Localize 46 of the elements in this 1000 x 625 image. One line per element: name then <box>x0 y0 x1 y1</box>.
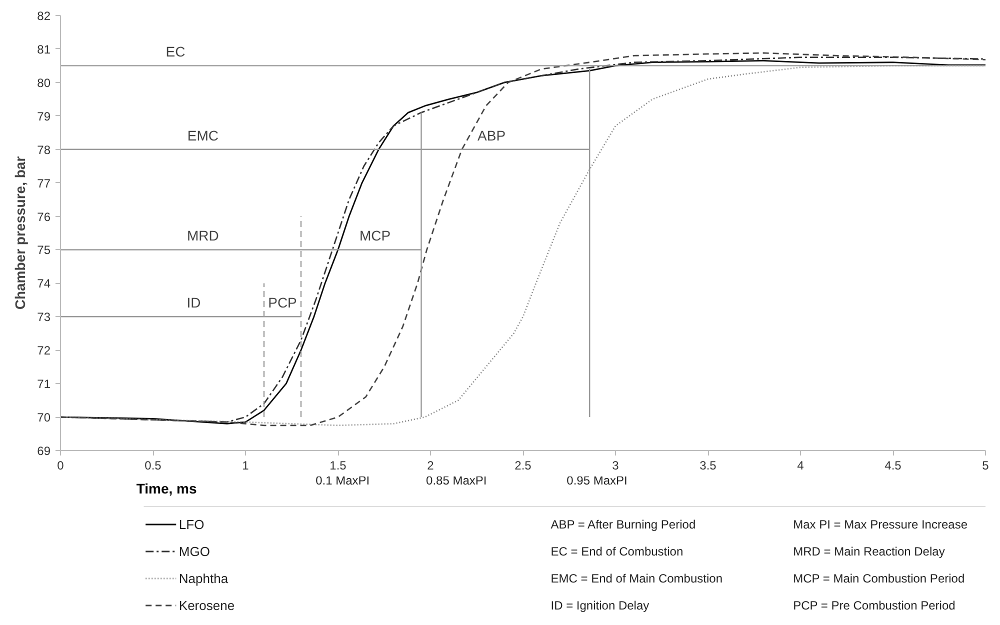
text: EC = End of Combustion <box>550 544 684 558</box>
x-tick-label: 2.5 <box>514 458 532 472</box>
x-tick-label: 0 <box>57 458 64 472</box>
ref-line-label: EC <box>166 44 186 60</box>
annotation: ABP <box>478 127 506 144</box>
text: Max PI = Max Pressure Increase <box>793 518 968 532</box>
legend-label: MGO <box>178 544 210 559</box>
x-tick-label: 5 <box>982 458 990 472</box>
x-tick-label: 3 <box>612 458 620 472</box>
y-tick-label: 74 <box>37 276 51 291</box>
y-tick-label: 79 <box>37 109 51 124</box>
y-tick-label: 76 <box>37 210 51 224</box>
text: MCP = Main Combustion Period <box>793 572 965 586</box>
legend-label: Kerosene <box>178 598 235 613</box>
legend-label: Naphtha <box>178 571 229 586</box>
annotation: EMC <box>187 127 219 144</box>
y-tick-label: 81 <box>37 42 51 56</box>
y-tick-label: 71 <box>37 377 51 392</box>
y-tick-label: 73 <box>37 310 51 324</box>
y-axis-title: Chamber pressure, bar <box>12 156 28 310</box>
x-tick-label: 4.5 <box>884 458 902 472</box>
y-tick-label: 78 <box>37 142 51 157</box>
y-tick-label: 80 <box>37 76 51 90</box>
y-tick-label: 77 <box>37 176 51 190</box>
y-tick-label: 70 <box>37 410 51 425</box>
annotation: MRD <box>187 228 219 244</box>
x-tick-label: 4 <box>797 458 804 472</box>
text: MRD = Main Reaction Delay <box>793 544 945 558</box>
x-axis-title: Time, ms <box>136 480 197 496</box>
legend-label: LFO <box>178 517 204 532</box>
x-tick-label: 0.5 <box>144 458 162 472</box>
text: EMC = End of Main Combustion <box>550 572 722 586</box>
annotation: PCP <box>268 294 297 311</box>
x-tick-label: 3.5 <box>700 458 717 472</box>
y-tick-label: 72 <box>37 344 51 358</box>
text: PCP = Pre Combustion Period <box>793 598 956 612</box>
text: ABP = After Burning Period <box>550 518 696 532</box>
y-tick-label: 75 <box>37 243 51 258</box>
text: ID = Ignition Delay <box>550 598 650 612</box>
x-tick-label: 1 <box>242 458 250 472</box>
annotation: ID <box>186 294 201 311</box>
y-tick-label: 82 <box>37 9 51 23</box>
annotation: MCP <box>359 228 391 244</box>
y-tick-label: 69 <box>37 444 51 458</box>
x-tick-label: 1.5 <box>330 458 347 472</box>
x-tick-label: 2 <box>427 458 434 472</box>
